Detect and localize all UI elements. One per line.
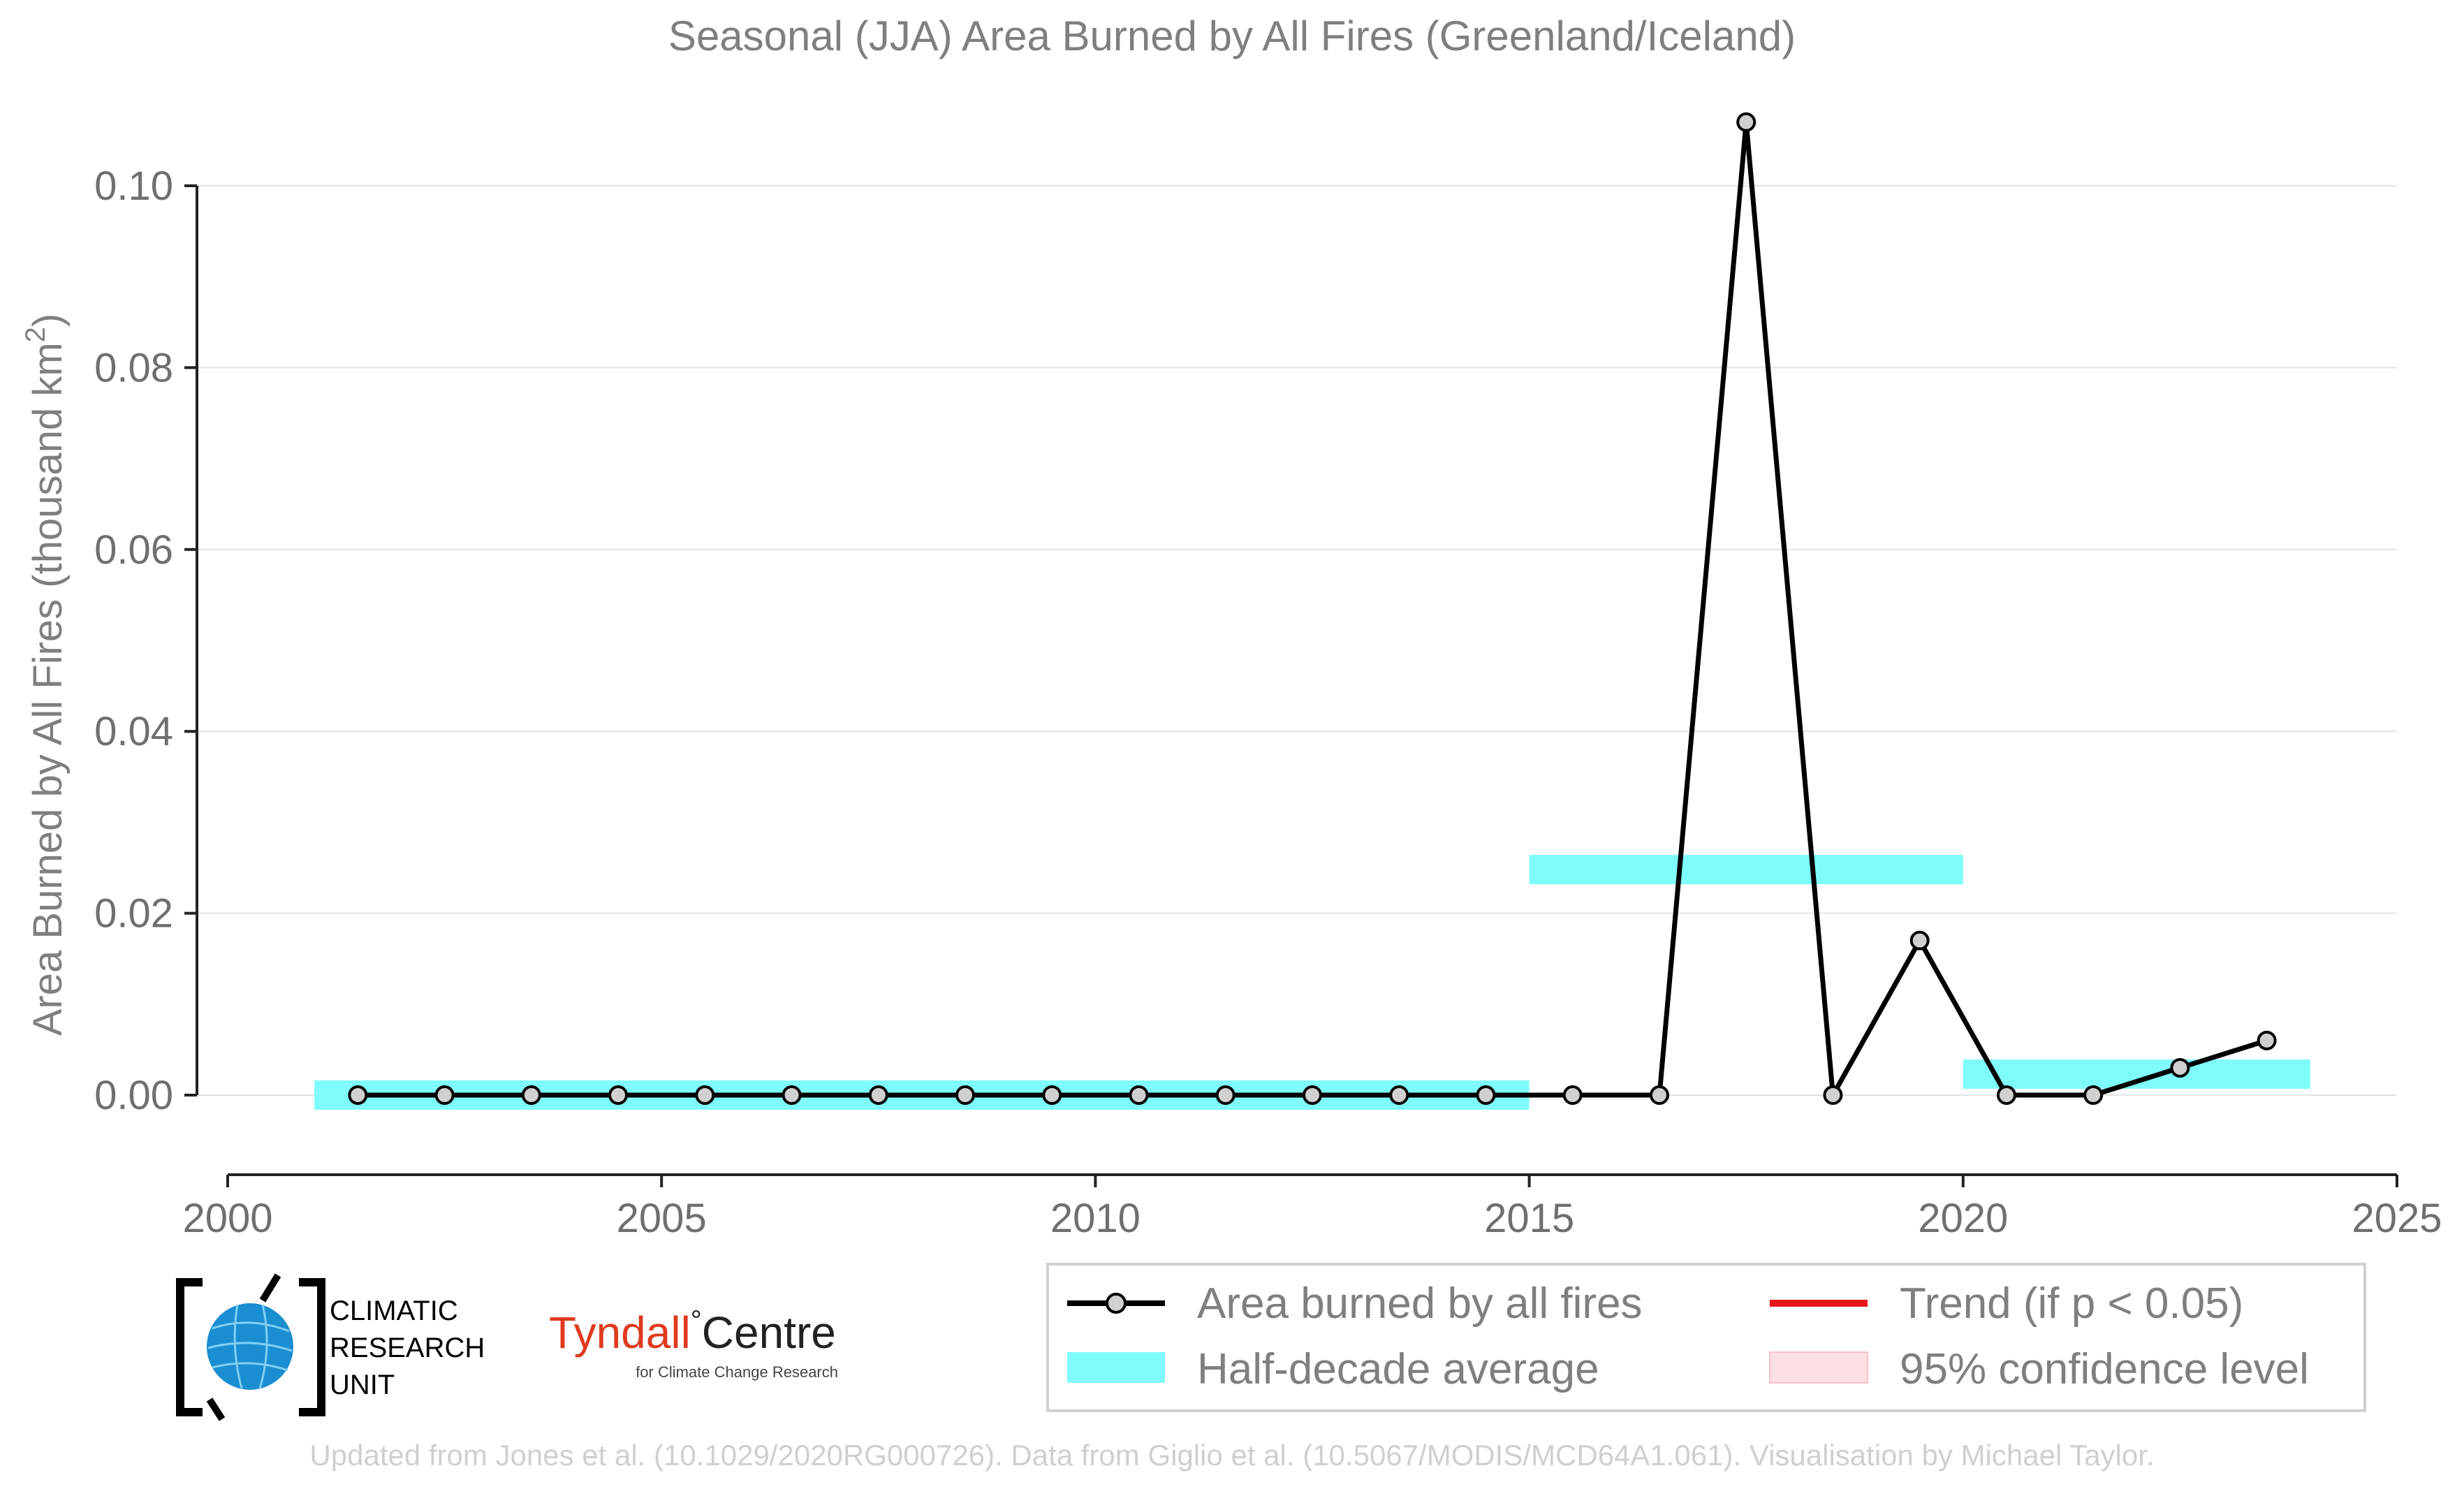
data-point	[1562, 1085, 1583, 1105]
half-decade-bands	[314, 855, 2310, 1110]
series-area-burned	[348, 112, 2277, 1105]
x-tick-label: 2025	[2352, 1196, 2442, 1241]
x-tick-label: 2015	[1484, 1196, 1574, 1241]
data-point	[1823, 1085, 1843, 1105]
gridlines	[197, 185, 2397, 1096]
half-decade-band	[1529, 855, 1963, 885]
data-point	[868, 1085, 888, 1105]
data-point	[2170, 1057, 2190, 1078]
cru-line-3: UNIT	[330, 1370, 395, 1400]
legend-marker-swatch	[1106, 1293, 1127, 1314]
legend-label-trend: Trend (if p < 0.05)	[1900, 1279, 2243, 1328]
data-point	[1996, 1085, 2016, 1105]
legend-half-decade-swatch	[1067, 1352, 1165, 1383]
data-point	[521, 1085, 541, 1105]
data-point	[1129, 1085, 1149, 1105]
tyndall-logo: Tyndall°Centre for Climate Change Resear…	[549, 1305, 838, 1381]
credit-text: Updated from Jones et al. (10.1029/2020R…	[309, 1439, 2154, 1472]
data-point	[1042, 1085, 1062, 1105]
data-point	[348, 1085, 368, 1105]
tyndall-degree: °	[691, 1305, 702, 1336]
tyndall-centre: Centre	[702, 1307, 836, 1358]
legend-confidence-swatch	[1769, 1351, 1868, 1384]
x-tick-label: 2010	[1050, 1196, 1141, 1241]
data-point	[1389, 1085, 1409, 1105]
data-point	[955, 1085, 976, 1105]
cru-line-2: RESEARCH	[330, 1333, 485, 1363]
y-tick-label: 0.10	[94, 163, 173, 209]
y-tick-label: 0.08	[94, 345, 173, 390]
data-point	[1649, 1085, 1669, 1105]
legend-label-half-decade: Half-decade average	[1197, 1345, 1599, 1393]
x-tick-label: 2000	[182, 1196, 272, 1241]
legend-label-confidence: 95% confidence level	[1900, 1345, 2309, 1393]
y-tick-label: 0.04	[94, 709, 173, 754]
data-point	[434, 1085, 455, 1105]
data-point	[1909, 930, 1930, 951]
y-ticks: 0.00 0.02 0.04 0.06 0.08 0.10	[94, 163, 197, 1118]
y-axis-label: Area Burned by All Fires (thousand km2)	[20, 314, 71, 1036]
cru-logo: CLIMATIC RESEARCH UNIT	[176, 1273, 485, 1421]
x-tick-label: 2005	[617, 1196, 707, 1241]
y-tick-label: 0.06	[94, 527, 173, 573]
tyndall-subtitle: for Climate Change Research	[636, 1363, 838, 1381]
data-point	[695, 1085, 715, 1105]
chart-title: Seasonal (JJA) Area Burned by All Fires …	[668, 13, 1796, 59]
x-ticks: 2000 2005 2010 2015 2020 2025	[182, 1175, 2442, 1241]
data-point	[1476, 1085, 1496, 1105]
svg-text:Tyndall°Centre: Tyndall°Centre	[549, 1305, 836, 1358]
y-tick-label: 0.02	[94, 891, 173, 937]
data-point	[2257, 1030, 2277, 1050]
data-point	[608, 1085, 629, 1105]
half-decade-band	[1963, 1059, 2310, 1090]
x-tick-label: 2020	[1918, 1196, 2008, 1241]
data-point	[2083, 1085, 2104, 1105]
data-point	[1303, 1085, 1322, 1105]
legend-label-area: Area burned by all fires	[1197, 1279, 1643, 1328]
legend-box	[1046, 1263, 2366, 1412]
series-line	[358, 119, 2268, 1098]
data-point	[782, 1085, 802, 1105]
y-tick-label: 0.00	[94, 1073, 173, 1118]
data-point	[1736, 112, 1757, 132]
cru-line-1: CLIMATIC	[330, 1296, 458, 1326]
data-point	[1215, 1085, 1235, 1105]
legend: Area burned by all fires Trend (if p < 0…	[1046, 1263, 2366, 1412]
tyndall-word: Tyndall	[549, 1307, 691, 1358]
